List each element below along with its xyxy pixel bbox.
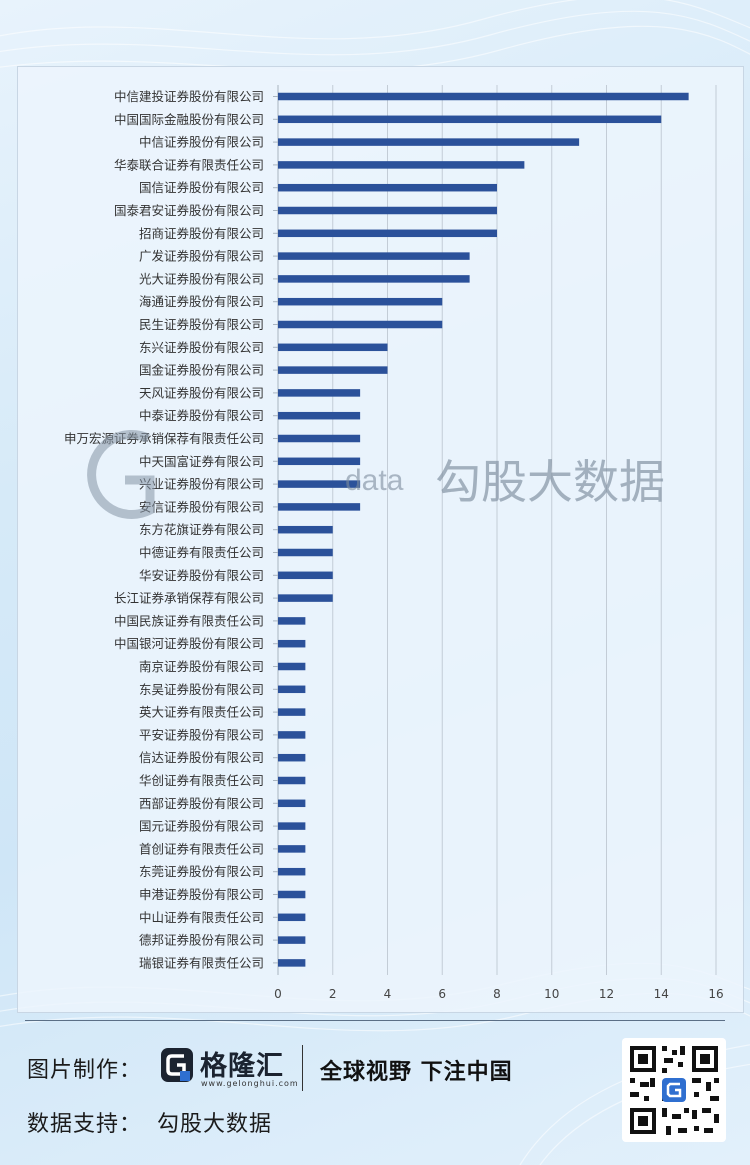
bar: [278, 708, 306, 716]
category-label: 中国民族证券有限责任公司: [114, 613, 264, 628]
category-label: 中天国富证券有限公司: [139, 454, 264, 469]
category-label: 光大证券股份有限公司: [139, 271, 264, 286]
bar: [278, 959, 306, 967]
bar: [278, 480, 361, 488]
category-label: 中泰证券股份有限公司: [139, 408, 264, 423]
data-support-label: 数据支持：: [27, 1112, 143, 1137]
bar: [278, 457, 361, 466]
bar: [278, 92, 689, 101]
bar: [278, 936, 306, 944]
x-tick-label: 14: [654, 987, 669, 1001]
chart-panel: [17, 66, 744, 1013]
bar: [278, 525, 333, 534]
slogan: 全球视野 下注中国: [320, 1060, 513, 1085]
bar: [278, 639, 306, 648]
bar: [278, 138, 580, 146]
bar-chart: 0 2 4 6 8 10 12 14 16 中信建投证券股份有限公司中国国际金融股份有限公司中信证…: [64, 85, 724, 1001]
category-label: 德邦证券股份有限公司: [139, 933, 264, 948]
bar: [278, 275, 470, 283]
bar: [278, 822, 306, 830]
bar: [278, 845, 306, 853]
x-tick-label: 2: [329, 987, 337, 1001]
bar: [278, 685, 306, 694]
footer-separator: [302, 1045, 303, 1091]
category-label: 申港证券股份有限公司: [139, 887, 264, 902]
bar: [278, 890, 306, 899]
footer-divider: [25, 1020, 725, 1021]
made-by-label: 图片制作：: [27, 1058, 143, 1083]
category-label: 南京证券股份有限公司: [139, 659, 264, 674]
category-label: 国泰君安证券股份有限公司: [114, 203, 264, 218]
category-label: 国元证券股份有限公司: [139, 819, 264, 834]
category-label: 国金证券股份有限公司: [139, 363, 264, 378]
bar: [278, 115, 662, 124]
data-support-value: 勾股大数据: [157, 1112, 273, 1137]
bar: [278, 799, 306, 808]
category-label: 华创证券有限责任公司: [139, 773, 264, 788]
category-label: 中山证券有限责任公司: [139, 910, 264, 925]
bar: [278, 867, 306, 876]
x-tick-label: 16: [708, 987, 723, 1001]
category-label: 申万宏源证券承销保荐有限责任公司: [64, 431, 264, 446]
category-label: 中德证券有限责任公司: [139, 545, 264, 560]
category-label: 中国银河证券股份有限公司: [114, 636, 264, 651]
bar: [278, 229, 497, 238]
x-tick-label: 4: [384, 987, 392, 1001]
x-tick-label: 10: [544, 987, 559, 1001]
bar: [278, 662, 306, 671]
brand-name: 格隆汇: [200, 1051, 284, 1082]
category-label: 瑞银证券有限责任公司: [139, 955, 264, 970]
category-label: 平安证券股份有限公司: [139, 727, 264, 742]
category-label: 长江证券承销保荐有限公司: [114, 591, 264, 606]
category-label: 英大证券有限责任公司: [139, 705, 264, 720]
bar: [278, 548, 333, 557]
bar: [278, 617, 306, 625]
bar: [278, 366, 388, 374]
category-label: 海通证券股份有限公司: [139, 294, 264, 309]
bar: [278, 161, 525, 169]
category-label: 天风证券股份有限公司: [139, 385, 264, 400]
bar: [278, 183, 497, 192]
bar: [278, 206, 497, 215]
bar: [278, 731, 306, 739]
category-label: 民生证券股份有限公司: [139, 317, 264, 332]
x-tick-label: 8: [493, 987, 501, 1001]
gelonghui-logo-icon: [161, 1048, 193, 1082]
category-label: 中信证券股份有限公司: [139, 135, 264, 150]
bar: [278, 434, 361, 443]
x-tick-label: 6: [438, 987, 446, 1001]
category-label: 东方花旗证券有限公司: [139, 522, 264, 537]
category-label: 信达证券股份有限公司: [139, 750, 264, 765]
category-label: 中国国际金融股份有限公司: [114, 112, 264, 127]
x-tick-label: 12: [599, 987, 614, 1001]
bar: [278, 571, 333, 580]
qr-code-icon: [622, 1038, 726, 1142]
category-label: 兴业证券股份有限公司: [139, 477, 264, 492]
bar: [278, 411, 361, 420]
bar: [278, 776, 306, 785]
category-label: 华泰联合证券有限责任公司: [114, 157, 264, 172]
brand-url: www.gelonghui.com: [201, 1079, 299, 1088]
category-label: 中信建投证券股份有限公司: [114, 89, 264, 104]
category-label: 东莞证券股份有限公司: [139, 864, 264, 879]
bar: [278, 594, 333, 602]
bar: [278, 753, 306, 762]
bar: [278, 913, 306, 922]
bar: [278, 320, 443, 329]
category-label: 安信证券股份有限公司: [139, 499, 264, 514]
category-label: 西部证券股份有限公司: [139, 796, 264, 811]
bar: [278, 503, 361, 511]
category-label: 东吴证券股份有限公司: [139, 682, 264, 697]
category-label: 东兴证券股份有限公司: [139, 340, 264, 355]
bar: [278, 389, 361, 397]
category-label: 首创证券有限责任公司: [139, 841, 264, 856]
category-label: 招商证券股份有限公司: [139, 226, 264, 241]
bar: [278, 252, 470, 260]
bar: [278, 297, 443, 306]
category-label: 华安证券股份有限公司: [139, 568, 264, 583]
category-label: 广发证券股份有限公司: [139, 249, 264, 264]
category-label: 国信证券股份有限公司: [139, 180, 264, 195]
bar: [278, 343, 388, 352]
x-tick-label: 0: [274, 987, 282, 1001]
